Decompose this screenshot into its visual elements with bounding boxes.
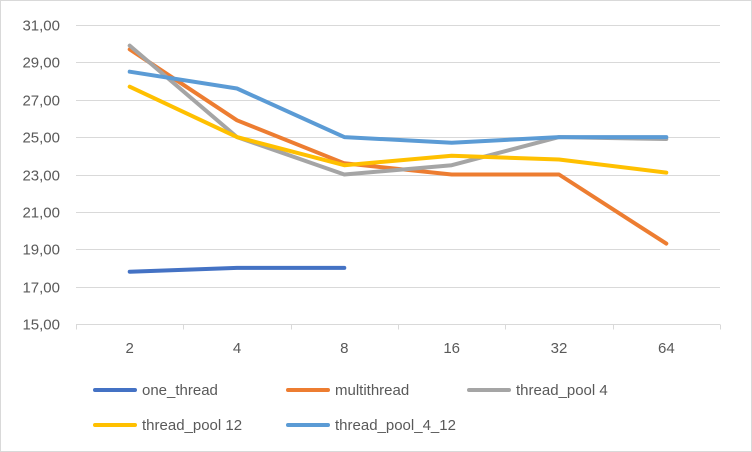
x-axis bbox=[76, 324, 721, 330]
legend-label-thread-pool-12: thread_pool 12 bbox=[142, 417, 242, 434]
y-tick-label: 15,00 bbox=[22, 317, 60, 334]
y-tick-label: 23,00 bbox=[22, 168, 60, 185]
x-tick-label: 64 bbox=[658, 340, 675, 357]
legend-label-thread-pool-4-12: thread_pool_4_12 bbox=[335, 417, 456, 434]
gridlines bbox=[76, 25, 720, 288]
series-line-thread-pool-4 bbox=[127, 43, 669, 177]
x-tick-label: 32 bbox=[551, 340, 568, 357]
x-tick-label: 8 bbox=[340, 340, 348, 357]
legend: one_thread multithread thread_pool 4 thread… bbox=[93, 382, 608, 434]
legend-label-multithread: multithread bbox=[335, 382, 409, 399]
y-tick-label: 29,00 bbox=[22, 55, 60, 72]
legend-label-thread-pool-4: thread_pool 4 bbox=[516, 382, 608, 399]
y-tick-label: 17,00 bbox=[22, 280, 60, 297]
legend-label-one-thread: one_thread bbox=[142, 382, 218, 399]
series-line-multithread bbox=[127, 47, 669, 246]
y-tick-label: 25,00 bbox=[22, 130, 60, 147]
y-tick-label: 21,00 bbox=[22, 205, 60, 222]
series-line-thread-pool-12 bbox=[127, 84, 669, 175]
y-tick-label: 19,00 bbox=[22, 242, 60, 259]
x-tick-label: 4 bbox=[233, 340, 241, 357]
series-lines bbox=[127, 43, 669, 274]
y-tick-label: 27,00 bbox=[22, 93, 60, 110]
series-line-one-thread bbox=[127, 265, 347, 274]
x-tick-label: 2 bbox=[125, 340, 133, 357]
x-tick-label: 16 bbox=[443, 340, 460, 357]
y-tick-label: 31,00 bbox=[22, 18, 60, 35]
x-axis-tick-labels: 2 4 8 16 32 64 bbox=[125, 340, 674, 357]
y-axis-tick-labels: 15,00 17,00 19,00 21,00 23,00 25,00 27,00 29,00… bbox=[22, 18, 60, 334]
series-line-thread-pool-4-12 bbox=[127, 69, 669, 145]
